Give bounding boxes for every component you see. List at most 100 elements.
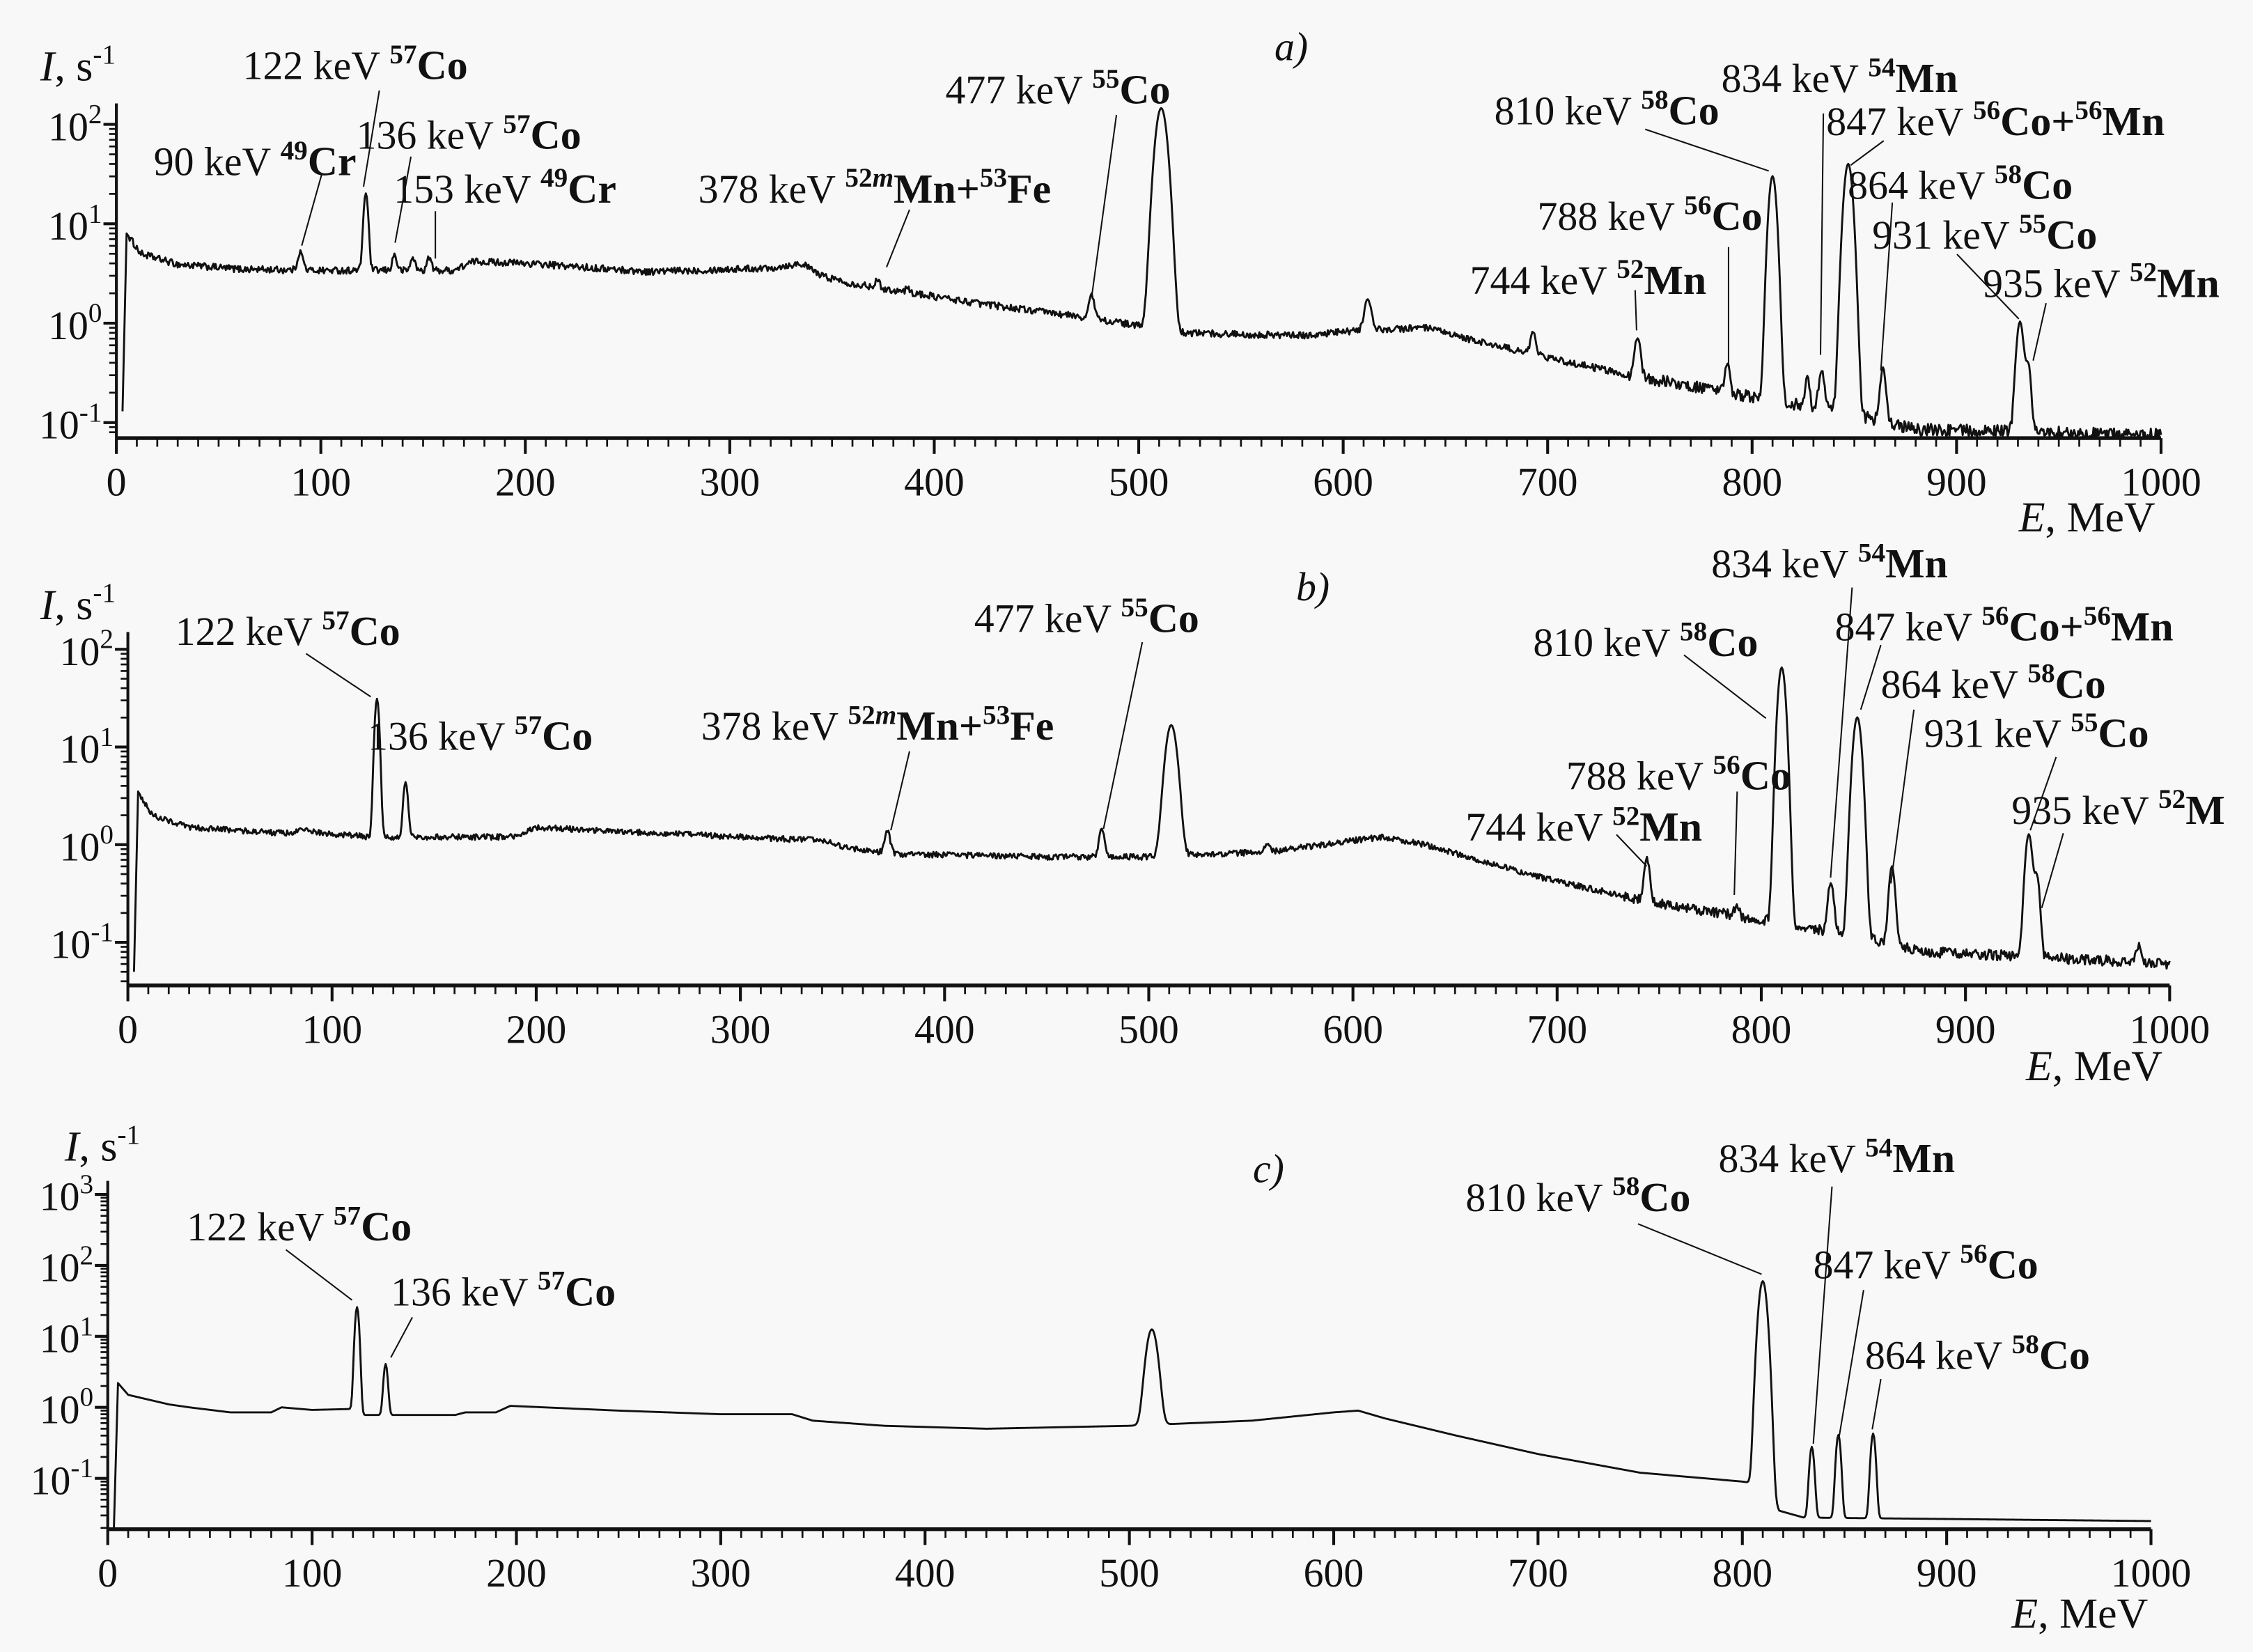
- leader-line: [1102, 641, 1144, 829]
- peak-annotation: 810 keV 58Co: [1495, 85, 1770, 172]
- peak-annotation: 834 keV 54Mn: [1711, 538, 1948, 878]
- peak-annotation: 477 keV 55Co: [974, 593, 1199, 829]
- mass-number: 58: [2027, 658, 2055, 688]
- y-tick-exponent: 1: [80, 1311, 94, 1341]
- peak-label: 935 keV 52M: [2011, 784, 2224, 833]
- y-tick-base: 10: [60, 630, 100, 674]
- leader-line: [301, 173, 323, 246]
- mass-number: 57: [334, 1201, 361, 1231]
- y-axis-unit-exponent: -1: [93, 40, 116, 70]
- peak-annotation: 136 keV 57Co: [368, 710, 593, 759]
- leader-line: [1838, 1290, 1864, 1437]
- leader-line: [305, 653, 371, 698]
- mass-number: 56: [1684, 190, 1711, 220]
- leader-line: [2041, 833, 2064, 908]
- x-tick-label: 100: [290, 461, 351, 505]
- peak-annotation: 810 keV 58Co: [1533, 616, 1767, 719]
- x-tick-label: 100: [282, 1552, 343, 1596]
- element-symbol: Co: [1148, 595, 1199, 641]
- leader-line: [1091, 114, 1118, 295]
- peak-label: 864 keV 58Co: [1865, 1330, 2090, 1378]
- peak-annotation: 931 keV 55Co: [1872, 209, 2097, 320]
- peak-energy: 477 keV: [946, 69, 1093, 113]
- x-tick-label: 900: [1935, 1008, 1996, 1052]
- mass-number: 53: [980, 163, 1007, 193]
- peak-label: 136 keV 57Co: [368, 710, 593, 759]
- element-symbol: M: [2185, 787, 2224, 833]
- mass-number: 58: [1995, 159, 2022, 189]
- y-axis-unit: , s: [54, 43, 93, 91]
- element-symbol: Mn: [1639, 804, 1702, 850]
- mass-number: 52: [845, 163, 872, 193]
- peak-label: 847 keV 56Co: [1814, 1239, 2038, 1288]
- y-tick-label: 100: [60, 820, 114, 870]
- x-tick-label: 1000: [2130, 1008, 2211, 1052]
- element-symbol: Co: [1639, 1174, 1690, 1220]
- peak-energy: 90 keV: [154, 141, 281, 185]
- y-tick-exponent: 0: [88, 298, 102, 328]
- y-tick-base: 10: [40, 1247, 80, 1291]
- y-tick-exponent: 2: [88, 100, 102, 130]
- element-symbol: Fe: [1010, 703, 1054, 749]
- x-axis-label: E, MeV: [2025, 1043, 2162, 1090]
- peak-label: 744 keV 52Mn: [1465, 802, 1702, 850]
- peak-annotation: 834 keV 54Mn: [1719, 1132, 1955, 1444]
- peak-annotation: 847 keV 56Co: [1814, 1239, 2038, 1437]
- mass-number: 56: [1713, 750, 1740, 780]
- peak-annotation: 935 keV 52M: [2011, 784, 2225, 908]
- y-tick-exponent: 2: [80, 1240, 94, 1270]
- x-axis-label: E, MeV: [2011, 1590, 2148, 1637]
- element-symbol: Co: [2000, 98, 2051, 144]
- x-tick-label: 200: [506, 1008, 567, 1052]
- y-tick-base: 10: [48, 105, 88, 149]
- peak-annotation: 931 keV 55Co: [1924, 708, 2149, 831]
- peak-energy: 864 keV: [1881, 663, 2028, 707]
- peak-label: 847 keV 56Co+56Mn: [1835, 601, 2174, 650]
- peak-annotation: 477 keV 55Co: [946, 64, 1171, 295]
- x-tick-label: 700: [1518, 461, 1578, 505]
- peak-label: 788 keV 56Co: [1538, 190, 1763, 239]
- peak-label: 788 keV 56Co: [1566, 750, 1791, 799]
- mass-number: 52: [1616, 254, 1644, 284]
- x-axis-var: E: [2011, 1590, 2038, 1637]
- x-tick-label: 400: [895, 1552, 956, 1596]
- y-tick-exponent: -1: [70, 1454, 93, 1483]
- x-tick-label: 0: [98, 1552, 118, 1596]
- element-symbol: Co: [361, 1203, 412, 1249]
- mass-number: 56: [1960, 1239, 1987, 1269]
- element-symbol: Mn: [2103, 98, 2165, 144]
- y-tick-label: 102: [40, 1240, 93, 1291]
- y-axis-label: I, s-1: [64, 1120, 140, 1171]
- y-tick-exponent: 0: [80, 1382, 94, 1412]
- leader-line: [1634, 290, 1637, 331]
- mass-number: 54: [1865, 1132, 1892, 1162]
- peak-energy: 931 keV: [1924, 712, 2071, 756]
- y-tick-base: 10: [31, 1459, 71, 1503]
- mass-number: 57: [538, 1266, 565, 1296]
- element-symbol: Co: [2039, 1332, 2090, 1378]
- x-tick-label: 300: [691, 1552, 751, 1596]
- x-tick-label: 900: [1926, 461, 1987, 505]
- peak-annotation: 847 keV 56Co+56Mn: [1835, 601, 2174, 710]
- leader-line: [1637, 1223, 1762, 1275]
- element-symbol: Co: [1669, 88, 1720, 134]
- y-tick-base: 10: [51, 924, 91, 967]
- mass-number: 52: [848, 701, 875, 731]
- mass-number: 52: [2158, 784, 2185, 814]
- y-tick-base: 10: [60, 826, 100, 870]
- peak-energy: 788 keV: [1566, 755, 1713, 799]
- peak-annotation: 90 keV 49Cr: [154, 136, 357, 246]
- mass-number: 58: [1680, 616, 1707, 646]
- x-tick-label: 600: [1313, 461, 1373, 505]
- mass-number: 58: [1612, 1171, 1639, 1201]
- x-tick-label: 1000: [2121, 461, 2201, 505]
- element-symbol: Co: [565, 1268, 616, 1314]
- peak-label: 810 keV 58Co: [1533, 616, 1758, 665]
- peak-label: 810 keV 58Co: [1465, 1171, 1690, 1220]
- mass-number: 52: [2130, 258, 2157, 288]
- peak-label: 378 keV 52mMn+53Fe: [699, 163, 1052, 212]
- peak-annotation: 136 keV 57Co: [357, 109, 582, 243]
- peak-energy: 847 keV: [1826, 100, 1973, 144]
- x-tick-label: 800: [1722, 461, 1782, 505]
- x-tick-label: 800: [1712, 1552, 1772, 1596]
